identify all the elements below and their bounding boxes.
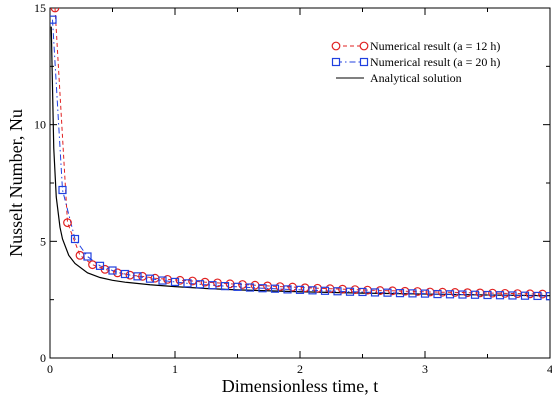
marker-square — [395, 289, 405, 298]
legend-label-0: Numerical result (a = 12 h) — [370, 39, 500, 53]
marker-square — [245, 283, 255, 292]
x-tick-label: 0 — [47, 362, 53, 376]
legend-marker-circle — [359, 41, 369, 51]
marker-square — [283, 285, 292, 294]
marker-square — [508, 291, 517, 300]
x-tick-label: 3 — [422, 362, 428, 376]
y-tick-label: 15 — [34, 1, 46, 15]
marker-square — [345, 287, 355, 296]
marker-circle — [75, 250, 85, 260]
marker-square — [483, 290, 492, 300]
marker-square — [270, 284, 280, 293]
x-axis-title: Dimensionless time, t — [222, 376, 379, 396]
marker-circle — [88, 260, 97, 270]
marker-square — [308, 286, 317, 295]
marker-square — [533, 291, 542, 301]
legend-marker-square — [331, 57, 341, 67]
marker-square — [433, 289, 442, 299]
marker-square — [333, 287, 342, 296]
marker-square — [58, 185, 67, 195]
marker-square — [70, 234, 80, 244]
marker-square — [233, 282, 242, 291]
marker-square — [108, 266, 117, 275]
marker-square — [183, 279, 192, 288]
x-tick-label: 2 — [297, 362, 303, 376]
series-line-0 — [54, 8, 543, 295]
marker-square — [133, 272, 142, 281]
marker-square — [495, 291, 505, 300]
marker-square — [195, 280, 205, 289]
marker-square — [358, 287, 367, 297]
marker-square — [295, 285, 305, 294]
marker-square — [120, 269, 130, 279]
marker-square — [320, 286, 330, 295]
marker-square — [520, 291, 530, 300]
marker-square — [145, 274, 155, 283]
marker-circle — [50, 8, 60, 13]
marker-square — [158, 276, 167, 285]
marker-square — [208, 281, 217, 290]
y-axis-title: Nusselt Number, Nu — [6, 109, 26, 257]
legend-label-1: Numerical result (a = 20 h) — [370, 55, 500, 69]
y-tick-label: 5 — [40, 234, 46, 248]
legend-label-2: Analytical solution — [370, 71, 462, 85]
marker-square — [545, 292, 550, 301]
marker-square — [445, 290, 455, 299]
marker-circle — [63, 218, 72, 228]
marker-square — [95, 261, 105, 270]
marker-square — [470, 290, 480, 299]
x-tick-label: 1 — [172, 362, 178, 376]
y-tick-label: 0 — [40, 351, 46, 365]
marker-square — [170, 277, 180, 287]
legend-marker-circle — [331, 41, 341, 51]
marker-square — [50, 15, 57, 24]
marker-square — [83, 252, 92, 261]
marker-square — [408, 289, 417, 298]
marker-square — [420, 289, 430, 298]
x-tick-label: 4 — [547, 362, 552, 376]
legend: Numerical result (a = 12 h) Numerical res… — [331, 39, 500, 85]
marker-square — [220, 282, 230, 291]
marker-square — [370, 288, 380, 297]
plot-area — [50, 8, 550, 301]
marker-square — [458, 290, 467, 299]
y-tick-label: 10 — [34, 118, 46, 132]
marker-square — [383, 288, 392, 297]
marker-square — [258, 284, 267, 293]
legend-marker-square — [359, 57, 369, 67]
